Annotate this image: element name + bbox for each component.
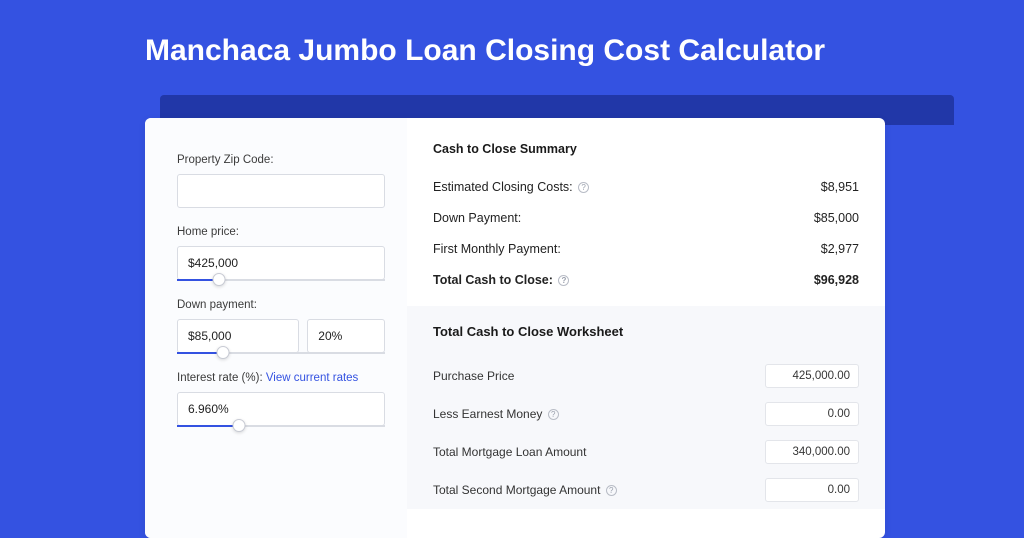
- down-payment-slider[interactable]: [177, 352, 385, 354]
- slider-thumb[interactable]: [233, 419, 246, 432]
- field-interest-rate: Interest rate (%): View current rates: [177, 372, 385, 427]
- home-price-slider[interactable]: [177, 279, 385, 281]
- help-icon[interactable]: ?: [558, 275, 569, 286]
- page-title: Manchaca Jumbo Loan Closing Cost Calcula…: [0, 0, 1024, 90]
- worksheet-title: Total Cash to Close Worksheet: [433, 324, 859, 339]
- worksheet-value: 425,000.00: [765, 364, 859, 388]
- worksheet-section: Total Cash to Close Worksheet Purchase P…: [407, 306, 885, 509]
- summary-label-text: Estimated Closing Costs:: [433, 180, 573, 194]
- summary-row-down-payment: Down Payment: $85,000: [433, 203, 859, 234]
- summary-row-closing-costs: Estimated Closing Costs: ? $8,951: [433, 172, 859, 203]
- results-panel: Cash to Close Summary Estimated Closing …: [407, 118, 885, 538]
- summary-row-first-payment: First Monthly Payment: $2,977: [433, 234, 859, 265]
- help-icon[interactable]: ?: [578, 182, 589, 193]
- home-price-label: Home price:: [177, 226, 385, 238]
- inputs-panel: Property Zip Code: Home price: Down paym…: [145, 118, 407, 538]
- summary-value: $85,000: [814, 211, 859, 225]
- worksheet-value: 340,000.00: [765, 440, 859, 464]
- summary-title: Cash to Close Summary: [433, 142, 859, 156]
- worksheet-row-purchase-price: Purchase Price 425,000.00: [433, 357, 859, 395]
- worksheet-label: Total Mortgage Loan Amount: [433, 445, 586, 459]
- calculator-card: Property Zip Code: Home price: Down paym…: [145, 118, 885, 538]
- summary-value: $2,977: [821, 242, 859, 256]
- worksheet-row-earnest-money: Less Earnest Money ? 0.00: [433, 395, 859, 433]
- view-current-rates-link[interactable]: View current rates: [266, 372, 358, 384]
- down-payment-label: Down payment:: [177, 299, 385, 311]
- slider-thumb[interactable]: [216, 346, 229, 359]
- zip-label: Property Zip Code:: [177, 154, 385, 166]
- worksheet-label: Purchase Price: [433, 369, 514, 383]
- worksheet-value: 0.00: [765, 402, 859, 426]
- slider-thumb[interactable]: [212, 273, 225, 286]
- interest-rate-slider[interactable]: [177, 425, 385, 427]
- worksheet-label-text: Total Second Mortgage Amount: [433, 483, 600, 497]
- field-home-price: Home price:: [177, 226, 385, 281]
- help-icon[interactable]: ?: [548, 409, 559, 420]
- summary-label-text: Total Cash to Close:: [433, 273, 553, 287]
- worksheet-row-second-mortgage: Total Second Mortgage Amount ? 0.00: [433, 471, 859, 509]
- worksheet-value: 0.00: [765, 478, 859, 502]
- summary-label: First Monthly Payment:: [433, 242, 561, 256]
- worksheet-label: Total Second Mortgage Amount ?: [433, 483, 617, 497]
- slider-fill: [177, 425, 239, 427]
- down-payment-percent-input[interactable]: [307, 319, 385, 353]
- summary-label: Total Cash to Close: ?: [433, 273, 569, 287]
- field-down-payment: Down payment:: [177, 299, 385, 354]
- interest-rate-label: Interest rate (%): View current rates: [177, 372, 385, 384]
- summary-label: Down Payment:: [433, 211, 521, 225]
- summary-row-total: Total Cash to Close: ? $96,928: [433, 265, 859, 296]
- interest-rate-input[interactable]: [177, 392, 385, 426]
- summary-label: Estimated Closing Costs: ?: [433, 180, 589, 194]
- help-icon[interactable]: ?: [606, 485, 617, 496]
- home-price-input[interactable]: [177, 246, 385, 280]
- down-payment-input[interactable]: [177, 319, 299, 353]
- summary-value: $96,928: [814, 273, 859, 287]
- worksheet-label: Less Earnest Money ?: [433, 407, 559, 421]
- worksheet-label-text: Less Earnest Money: [433, 407, 542, 421]
- worksheet-row-mortgage-amount: Total Mortgage Loan Amount 340,000.00: [433, 433, 859, 471]
- zip-input[interactable]: [177, 174, 385, 208]
- field-zip: Property Zip Code:: [177, 154, 385, 208]
- summary-value: $8,951: [821, 180, 859, 194]
- interest-label-prefix: Interest rate (%):: [177, 372, 266, 384]
